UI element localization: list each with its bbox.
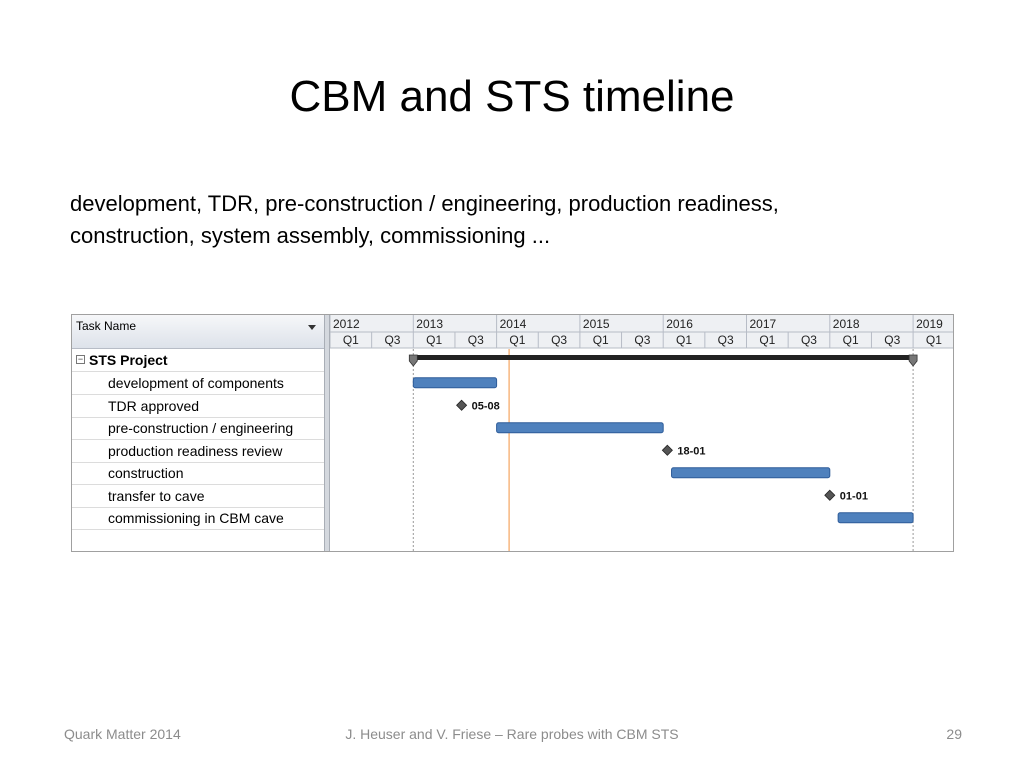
summary-bar — [413, 355, 914, 360]
quarter-label: Q1 — [676, 333, 692, 347]
body-line-2: construction, system assembly, commissio… — [70, 223, 551, 248]
task-row-parent[interactable]: − STS Project — [72, 349, 324, 372]
task-name: commissioning in CBM cave — [108, 510, 284, 526]
footer-left: Quark Matter 2014 — [64, 726, 181, 742]
task-row[interactable]: development of components — [72, 372, 324, 395]
task-name: construction — [108, 465, 184, 481]
milestone-marker — [824, 489, 836, 501]
slide-body: development, TDR, pre-construction / eng… — [70, 188, 950, 252]
task-bar — [412, 377, 498, 389]
summary-end-marker — [908, 354, 918, 367]
year-label: 2018 — [833, 317, 860, 331]
slide-title: CBM and STS timeline — [289, 72, 735, 121]
collapse-icon[interactable]: − — [76, 354, 85, 364]
task-name: transfer to cave — [108, 488, 205, 504]
year-label: 2014 — [500, 317, 527, 331]
milestone-date-label: 01-01 — [840, 490, 868, 502]
year-label: 2015 — [583, 317, 610, 331]
task-name-header-label: Task Name — [76, 319, 137, 333]
quarter-label: Q1 — [343, 333, 359, 347]
task-bar — [496, 422, 664, 434]
task-name: STS Project — [89, 352, 168, 368]
quarter-label: Q1 — [509, 333, 525, 347]
year-label: 2016 — [666, 317, 693, 331]
quarter-label: Q3 — [884, 333, 900, 347]
page-number: 29 — [946, 726, 962, 742]
milestone-date-label: 05-08 — [472, 400, 500, 412]
task-row[interactable]: commissioning in CBM cave — [72, 507, 324, 530]
task-bar — [837, 512, 914, 524]
task-row[interactable]: pre-construction / engineering — [72, 417, 324, 440]
quarter-label: Q3 — [384, 333, 400, 347]
milestone-date-label: 18-01 — [677, 445, 705, 457]
summary-start-marker — [408, 354, 418, 367]
year-label: 2019 — [916, 317, 943, 331]
quarter-label: Q3 — [468, 333, 484, 347]
quarter-label: Q1 — [426, 333, 442, 347]
pane-splitter[interactable] — [324, 315, 330, 551]
task-row[interactable]: TDR approved — [72, 395, 324, 418]
gantt-timeline: 2012 2013 2014 2015 2016 2017 2018 2019 Q1 Q3 Q1 Q3… — [330, 315, 953, 551]
task-row[interactable]: transfer to cave — [72, 485, 324, 508]
milestone-marker — [661, 444, 673, 456]
dropdown-arrow-icon[interactable] — [308, 325, 316, 330]
milestone-marker — [456, 399, 468, 411]
year-label: 2012 — [333, 317, 360, 331]
task-name: development of components — [108, 375, 284, 391]
year-header-bg — [330, 315, 953, 332]
quarter-header-bg — [330, 332, 953, 348]
quarter-label: Q1 — [843, 333, 859, 347]
task-row[interactable]: production readiness review — [72, 440, 324, 463]
task-name: pre-construction / engineering — [108, 420, 294, 436]
gantt-chart: Task Name − STS Project development of c… — [71, 314, 954, 552]
quarter-label: Q3 — [634, 333, 650, 347]
body-line-1: development, TDR, pre-construction / eng… — [70, 191, 779, 216]
footer-center: J. Heuser and V. Friese – Rare probes wi… — [345, 726, 679, 742]
quarter-label: Q3 — [801, 333, 817, 347]
quarter-label: Q1 — [926, 333, 942, 347]
quarter-label: Q1 — [593, 333, 609, 347]
quarter-label: Q1 — [759, 333, 775, 347]
year-label: 2013 — [416, 317, 443, 331]
task-row[interactable]: construction — [72, 462, 324, 485]
year-label: 2017 — [750, 317, 777, 331]
task-name: production readiness review — [108, 443, 283, 459]
task-name: TDR approved — [108, 398, 200, 414]
quarter-label: Q3 — [718, 333, 734, 347]
task-bar — [671, 467, 831, 479]
task-name-header[interactable]: Task Name — [72, 315, 324, 349]
quarter-label: Q3 — [551, 333, 567, 347]
task-list-pane: Task Name − STS Project development of c… — [72, 315, 324, 551]
